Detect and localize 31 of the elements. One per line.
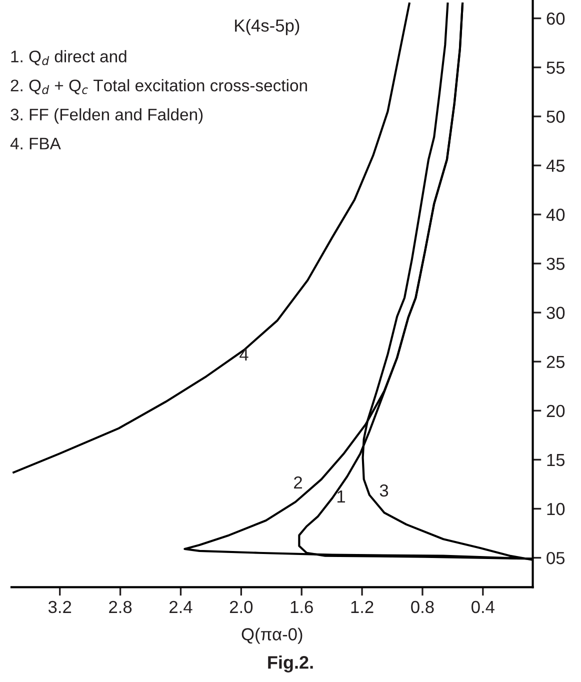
y-tick-label: 50	[546, 110, 565, 123]
text: K(4s-5p)	[235, 18, 300, 36]
y-tick-label: 60	[546, 12, 565, 25]
annotation: 1	[337, 490, 345, 502]
x-tick-label: 2.8	[109, 600, 132, 614]
annotation: 3	[380, 484, 388, 497]
y-tick-label: 55	[546, 62, 565, 74]
x-tick-label: 1.2	[351, 600, 374, 613]
y-tick-label: 35	[546, 258, 565, 270]
y-tick-label: 05	[546, 552, 565, 564]
y-tick-label: 10	[547, 502, 565, 516]
x-tick-label: 2.4	[170, 600, 192, 613]
y-tick-label: 40	[546, 208, 565, 221]
y-tick-label: 20	[546, 404, 565, 418]
y-tick-label: 45	[546, 160, 565, 172]
x-tick-label: 3.2	[48, 600, 72, 614]
caption: Fig.2.	[268, 656, 313, 672]
y-tick-label: 15	[547, 454, 565, 466]
annotation: 2	[294, 476, 302, 488]
annotation: 4. FBA	[10, 138, 61, 150]
annotation: 3. FF (Felden and Falden)	[10, 108, 203, 124]
annotation: 2. Q$_{d}$ + Q$_{c}$ Total excitation cross-section	[10, 79, 307, 94]
annotation: 4	[240, 348, 248, 360]
x-tick-label: 0.4	[472, 600, 494, 614]
y-tick-label: 30	[546, 306, 565, 320]
x-tick-label: 2.0	[230, 600, 253, 614]
annotation: 1. Q$_{d}$ direct and	[11, 50, 126, 66]
x-tick-label: 0.8	[411, 600, 434, 614]
y-tick-label: 25	[546, 356, 565, 368]
x-tick-label: 1.6	[290, 600, 313, 614]
x-axis-title: Q(πα-0)	[242, 628, 302, 644]
